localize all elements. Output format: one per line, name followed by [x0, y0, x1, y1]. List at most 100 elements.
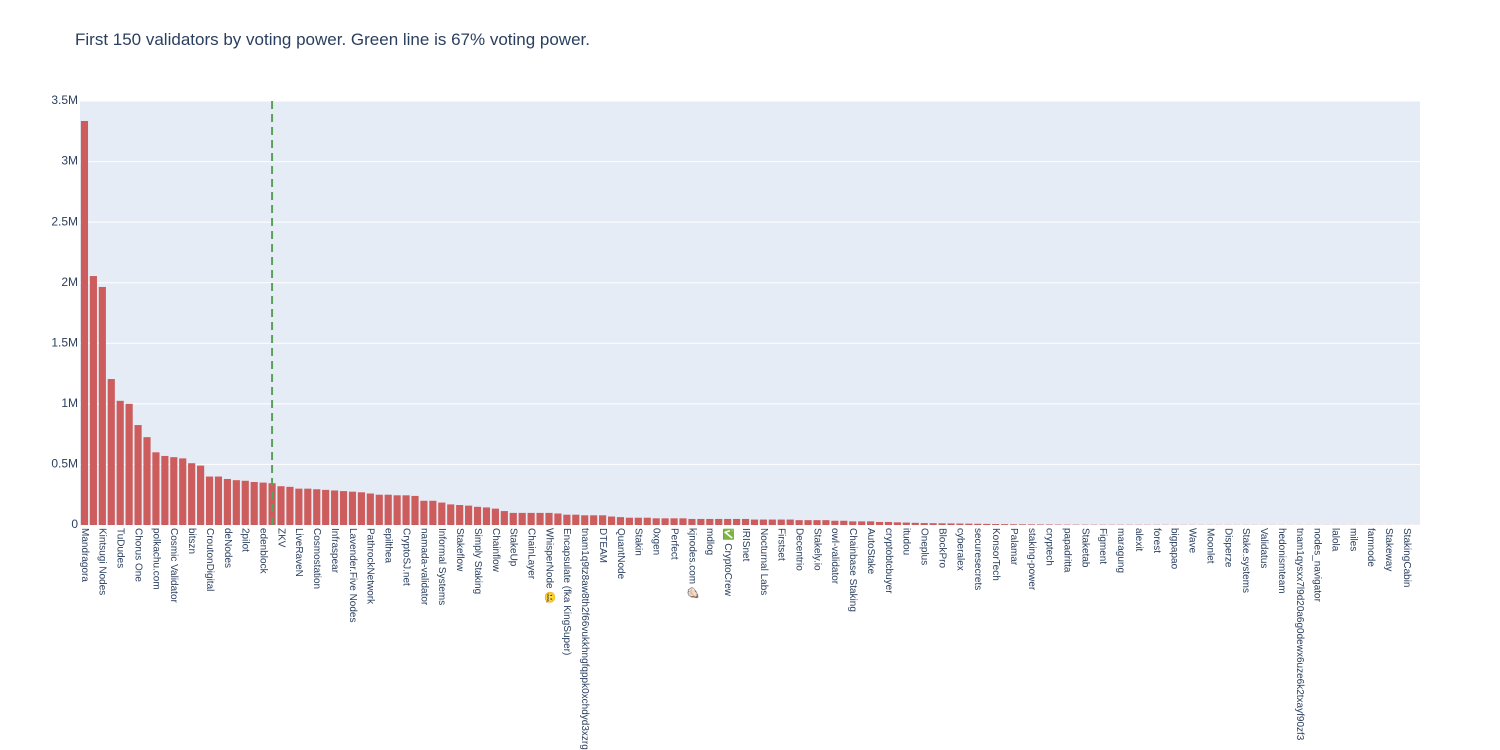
- bar: [741, 518, 750, 525]
- bar: [750, 519, 759, 525]
- bar: [634, 517, 642, 525]
- bar: [822, 520, 830, 525]
- bar: [500, 511, 508, 525]
- bar: [161, 455, 169, 525]
- bar: [929, 523, 937, 525]
- bar: [1009, 524, 1018, 525]
- x-tick-label: LiveRaveN: [293, 528, 304, 577]
- x-tick-label: QuantNode: [615, 528, 626, 580]
- bar: [920, 523, 928, 525]
- x-tick-label: Wave: [1187, 528, 1198, 554]
- bar: [733, 518, 741, 525]
- bar: [322, 489, 330, 525]
- bar: [715, 518, 723, 525]
- bar: [697, 518, 705, 525]
- x-tick-label: Informal Systems: [436, 528, 447, 605]
- bar: [661, 518, 669, 525]
- x-tick-label: securesecrets: [972, 528, 983, 590]
- x-tick-label: edenblock: [257, 528, 268, 575]
- bar: [965, 523, 973, 525]
- bar: [902, 522, 910, 525]
- y-tick-label: 3.5M: [51, 93, 78, 107]
- bar: [214, 476, 223, 525]
- x-tick-label: Mandragora: [79, 528, 90, 582]
- bar: [1027, 524, 1035, 525]
- bar: [572, 514, 580, 525]
- x-tick-label: ✅ CryptoCrew: [722, 528, 735, 597]
- x-tick-label: DTEAM: [597, 528, 608, 563]
- x-tick-label: Oneplus: [919, 528, 930, 565]
- x-tick-label: StakeUp: [508, 528, 519, 567]
- x-tick-label: Stakeflow: [454, 528, 465, 572]
- x-tick-label: Chainbase Staking: [847, 528, 858, 612]
- x-tick-label: Stakeway: [1383, 528, 1394, 571]
- bar: [491, 508, 499, 525]
- bar: [125, 403, 133, 525]
- bar: [1001, 524, 1009, 525]
- bar: [858, 521, 866, 525]
- x-tick-label: papadritta: [1061, 528, 1072, 573]
- x-tick-label: staking-power: [1026, 528, 1037, 591]
- bar: [1036, 524, 1044, 525]
- x-tick-label: Perfect: [668, 528, 679, 560]
- x-tick-label: Chainflow: [490, 528, 501, 573]
- x-tick-label: TuDudes: [115, 528, 126, 568]
- bar: [205, 476, 214, 525]
- x-tick-label: ZKV: [275, 528, 286, 548]
- x-tick-label: namada-validator: [418, 528, 429, 606]
- bar: [357, 492, 365, 525]
- y-tick-label: 1.5M: [51, 335, 78, 349]
- bar: [938, 523, 946, 525]
- x-tick-label: Nocturnal Labs: [758, 528, 769, 595]
- bar: [375, 494, 383, 525]
- bar: [545, 512, 553, 525]
- x-tick-label: hedonismteam: [1276, 528, 1287, 594]
- bar: [304, 488, 312, 525]
- bar: [777, 519, 785, 525]
- x-tick-label: kjnodes.com 🦪: [686, 528, 699, 600]
- bar: [554, 513, 562, 525]
- bar: [465, 505, 473, 525]
- x-tick-label: Stakin: [633, 528, 644, 556]
- y-tick-label: 1M: [61, 396, 78, 410]
- bar: [679, 518, 687, 525]
- chart-title: First 150 validators by voting power. Gr…: [75, 30, 590, 49]
- x-tick-label: forest: [1151, 528, 1162, 553]
- bar: [402, 495, 410, 525]
- x-tick-label: lalola: [1329, 528, 1340, 552]
- bar: [804, 520, 812, 525]
- bar: [313, 489, 321, 525]
- bar: [509, 512, 517, 525]
- bar: [536, 512, 544, 525]
- y-tick-label: 0: [71, 517, 78, 531]
- bar: [438, 502, 446, 525]
- bar: [339, 491, 348, 525]
- bar: [840, 520, 848, 525]
- x-tick-label: PathrockNetwork: [365, 528, 376, 605]
- x-tick-label: 0xgen: [651, 528, 662, 555]
- bar: [518, 512, 526, 525]
- x-tick-label: StakingCabin: [1401, 528, 1412, 587]
- bar: [724, 518, 732, 525]
- bar: [429, 500, 437, 525]
- x-tick-label: polkachu.com: [150, 528, 161, 590]
- plot-area: [80, 101, 1420, 525]
- bar: [1018, 524, 1027, 525]
- x-tick-label: Disperze: [1222, 528, 1233, 568]
- x-tick-label: Palamar: [1008, 528, 1019, 566]
- bar: [759, 519, 767, 525]
- x-tick-label: ChainLayer: [525, 528, 536, 580]
- bar: [992, 524, 1000, 525]
- bar: [366, 493, 374, 525]
- x-tick-label: famnode: [1365, 528, 1376, 567]
- x-tick-label: Encapsulate (fka KingSuper): [561, 528, 572, 655]
- bar: [983, 523, 991, 525]
- x-tick-label: Decentrio: [793, 528, 804, 571]
- bar: [813, 520, 821, 525]
- bar: [795, 520, 803, 525]
- x-tick-label: Staketab: [1079, 528, 1090, 568]
- bar: [456, 505, 464, 525]
- bar: [652, 518, 660, 525]
- bar: [581, 515, 589, 525]
- x-tick-label: mdlog: [704, 528, 715, 555]
